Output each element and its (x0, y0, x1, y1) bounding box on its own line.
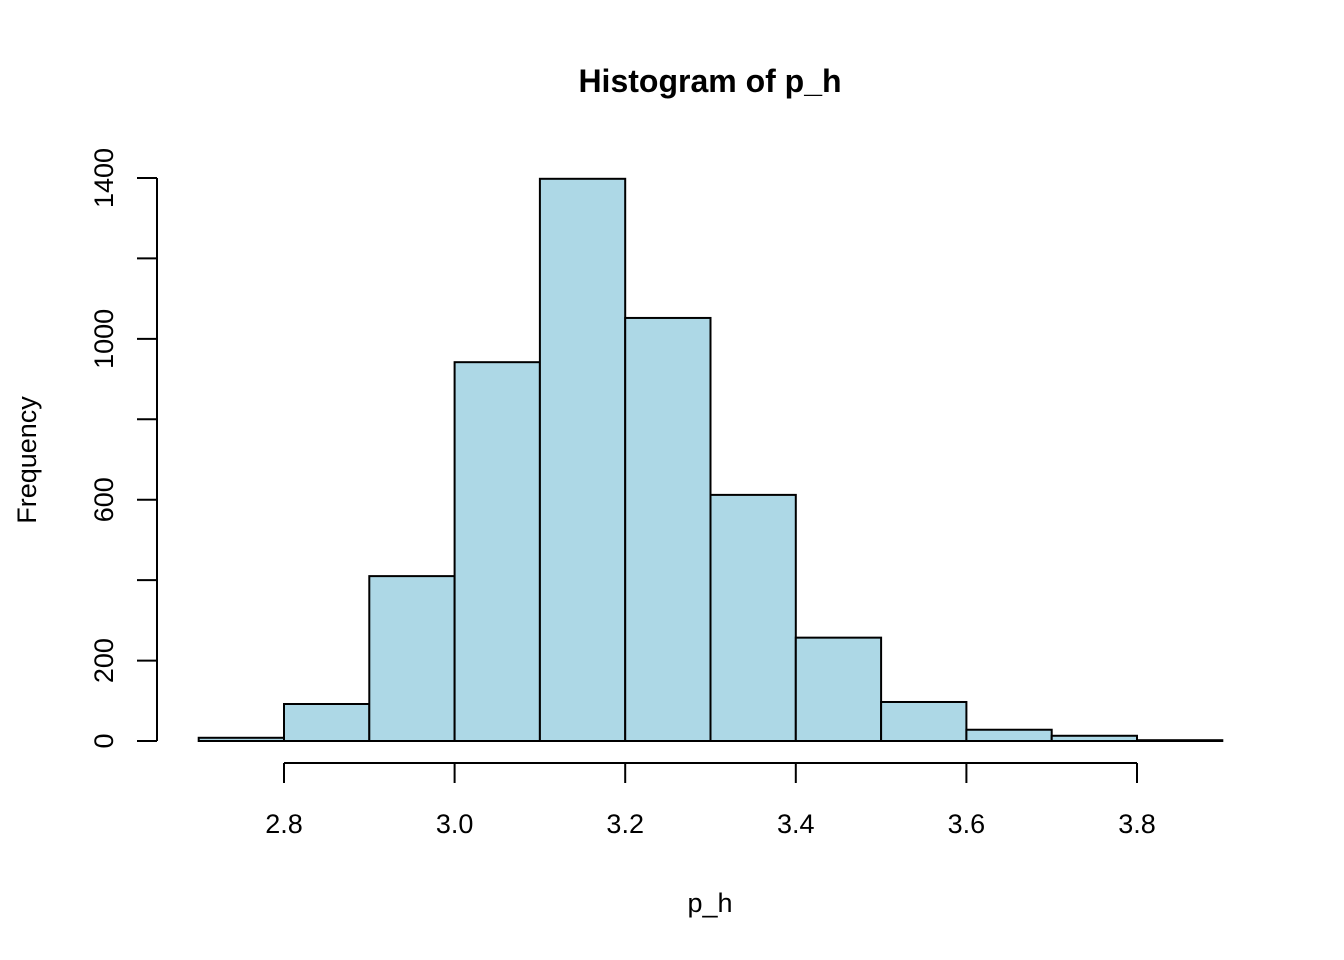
histogram-bar (709, 493, 797, 743)
y-tick-label: 1000 (89, 309, 119, 369)
x-tick-label: 3.8 (1118, 809, 1156, 839)
histogram-bar (794, 636, 883, 743)
chart-title: Histogram of p_h (578, 63, 841, 99)
histogram-bar (283, 703, 371, 743)
histogram-bar (197, 736, 285, 742)
x-axis-label: p_h (687, 888, 732, 918)
y-axis-label: Frequency (12, 396, 42, 524)
x-tick-label: 2.8 (265, 809, 303, 839)
y-tick-label: 600 (89, 477, 119, 522)
x-tick-label: 3.4 (777, 809, 815, 839)
histogram-bar (965, 728, 1053, 742)
histogram-bar (624, 316, 712, 742)
y-tick-label: 200 (89, 638, 119, 683)
y-tick-label: 0 (89, 733, 119, 748)
histogram-bar (1136, 739, 1224, 743)
x-tick-label: 3.2 (606, 809, 644, 839)
x-tick-label: 3.0 (436, 809, 474, 839)
x-tick-label: 3.6 (948, 809, 986, 839)
histogram-bar (453, 361, 541, 742)
histogram-bar (368, 575, 456, 742)
y-axis: 0 200 600 1000 1400 (89, 148, 158, 749)
bars-group (197, 177, 1224, 743)
y-tick-label: 1400 (89, 148, 119, 208)
histogram-bar (880, 700, 968, 742)
x-axis: 2.8 3.0 3.2 3.4 3.6 3.8 (265, 762, 1156, 839)
histogram-bar (538, 177, 627, 743)
histogram-bar (1050, 734, 1138, 743)
